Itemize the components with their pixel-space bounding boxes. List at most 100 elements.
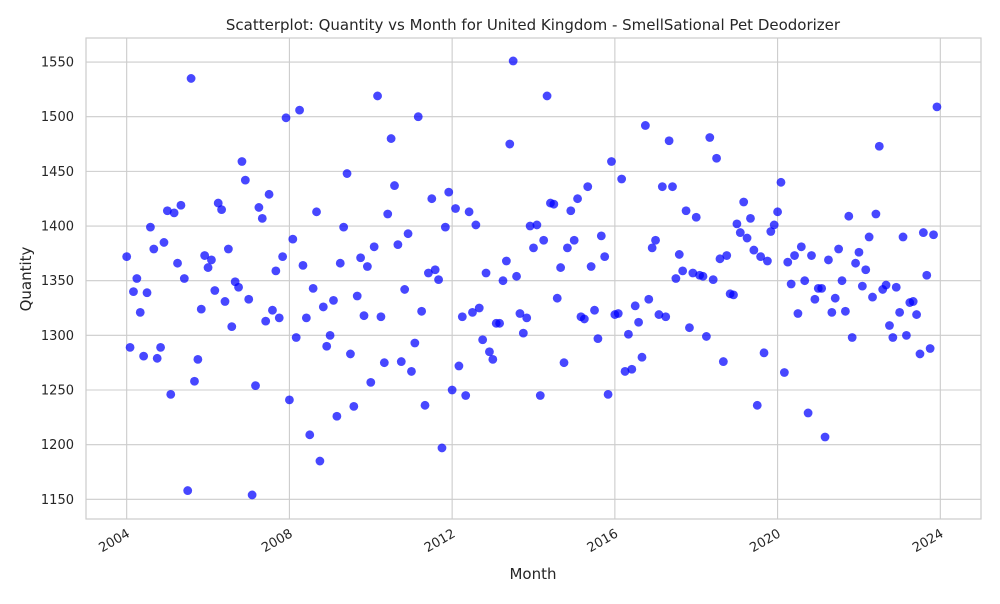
x-tick-label: 2012	[422, 526, 458, 556]
data-point	[335, 258, 345, 268]
data-point	[339, 222, 349, 232]
data-point	[193, 354, 203, 364]
data-point	[583, 182, 593, 192]
data-point	[705, 133, 715, 142]
data-point	[681, 206, 691, 216]
data-point	[847, 333, 857, 342]
data-point	[630, 301, 640, 311]
data-point	[430, 265, 440, 275]
data-point	[932, 102, 942, 112]
x-tick-label: 2020	[747, 526, 783, 556]
data-point	[895, 307, 905, 317]
data-point	[783, 257, 793, 267]
data-point	[508, 56, 518, 66]
data-point	[237, 157, 247, 166]
data-point	[790, 251, 799, 260]
data-point	[539, 235, 549, 245]
data-point	[488, 354, 498, 364]
x-axis-title: Month	[509, 565, 556, 583]
data-point	[403, 229, 413, 239]
data-point	[308, 283, 318, 293]
data-point	[407, 367, 416, 376]
data-point	[410, 338, 420, 348]
data-point	[881, 280, 891, 290]
data-point	[227, 322, 237, 331]
data-point	[362, 262, 372, 271]
data-point	[779, 368, 789, 377]
data-point	[851, 258, 860, 268]
data-point	[125, 342, 135, 352]
data-point	[457, 312, 467, 322]
data-point	[207, 255, 216, 265]
data-point	[915, 349, 925, 359]
data-point	[522, 313, 532, 323]
data-point	[359, 311, 369, 321]
data-point	[223, 244, 233, 254]
data-point	[264, 189, 274, 199]
data-point	[240, 175, 250, 185]
data-point	[834, 244, 844, 254]
data-point	[474, 303, 484, 313]
data-point	[210, 286, 220, 295]
data-point	[644, 294, 654, 304]
data-point	[837, 276, 847, 286]
data-point	[596, 231, 606, 241]
data-point	[234, 282, 243, 292]
data-point	[173, 258, 182, 268]
data-point	[420, 400, 430, 410]
data-point	[827, 307, 837, 317]
data-point	[139, 351, 149, 361]
data-point	[501, 256, 511, 266]
data-point	[444, 187, 454, 197]
data-point	[369, 242, 379, 252]
data-point	[712, 153, 721, 163]
data-point	[454, 361, 464, 371]
plot-frame	[85, 37, 982, 520]
data-point	[607, 157, 616, 166]
data-point	[291, 333, 301, 342]
data-point	[651, 235, 660, 245]
data-point	[251, 381, 260, 391]
data-point	[413, 112, 423, 122]
data-point	[146, 222, 155, 232]
x-axis-ticks: 2004 2008 2012 2016 2020 2024	[97, 526, 947, 556]
data-point	[844, 211, 854, 221]
data-point	[874, 141, 884, 151]
data-point	[718, 357, 728, 366]
data-point	[261, 316, 271, 326]
data-point	[478, 335, 488, 345]
data-point	[329, 295, 338, 305]
data-point	[220, 297, 230, 306]
data-point	[637, 352, 647, 362]
data-point	[817, 283, 827, 293]
data-points	[122, 56, 942, 500]
data-point	[156, 342, 165, 352]
data-point	[763, 256, 772, 266]
data-point	[701, 332, 711, 341]
data-point	[654, 310, 664, 319]
data-point	[437, 443, 447, 453]
data-point	[861, 265, 871, 275]
data-point	[186, 74, 196, 83]
data-point	[773, 207, 782, 217]
data-point	[485, 347, 494, 357]
y-axis-title: Quantity	[17, 246, 35, 311]
y-tick-label: 1450	[41, 165, 74, 180]
data-point	[922, 270, 932, 280]
data-point	[213, 198, 223, 208]
data-point	[800, 276, 810, 286]
data-point	[298, 260, 308, 270]
x-tick-label: 2004	[97, 526, 133, 556]
data-point	[735, 228, 745, 237]
data-point	[752, 400, 762, 410]
data-point	[830, 293, 840, 303]
data-point	[288, 234, 298, 244]
data-point	[518, 328, 528, 338]
y-axis-ticks: 1150 1200 1250 1300 1350 1400 1450 1500 1550	[41, 56, 74, 508]
data-point	[386, 134, 396, 143]
data-point	[603, 389, 613, 399]
data-point	[708, 275, 718, 284]
data-point	[400, 285, 410, 294]
grid-lines	[86, 38, 981, 519]
data-point	[647, 243, 657, 253]
